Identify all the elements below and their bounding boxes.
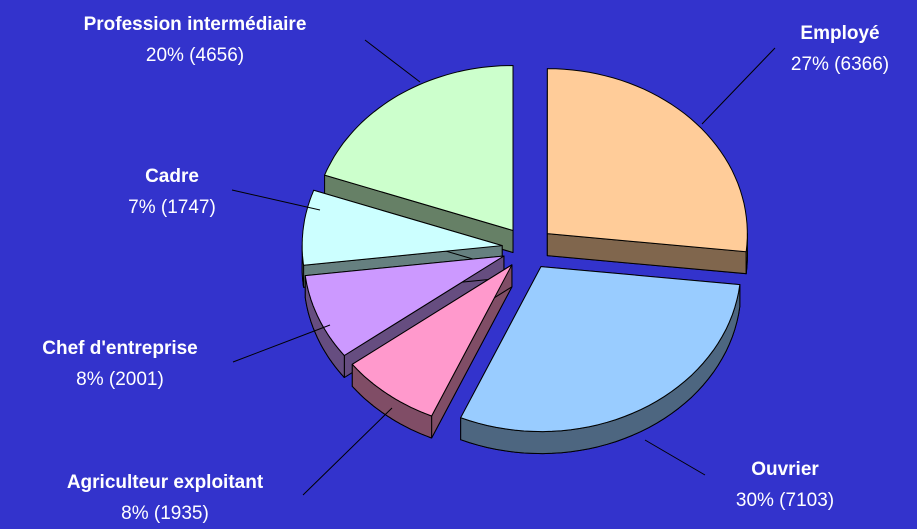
leader-line bbox=[231, 189, 321, 211]
slice bbox=[460, 266, 741, 433]
slice-name: Chef d'entreprise bbox=[42, 338, 198, 359]
slice bbox=[546, 68, 748, 253]
slice-value-label: 27% (6366) bbox=[791, 54, 889, 75]
slice-name: Employé bbox=[800, 23, 879, 44]
slice-value-label: 20% (4656) bbox=[146, 45, 244, 66]
leader-line bbox=[302, 407, 393, 496]
slice-name: Ouvrier bbox=[751, 459, 819, 480]
leader-line bbox=[701, 47, 776, 125]
slice-value-label: 8% (1935) bbox=[121, 503, 209, 524]
slice-name: Cadre bbox=[145, 166, 199, 187]
slice-name: Agriculteur exploitant bbox=[67, 472, 264, 493]
slice-value-label: 30% (7103) bbox=[736, 490, 834, 511]
slice bbox=[301, 189, 503, 266]
slice-value-label: 7% (1747) bbox=[128, 197, 216, 218]
slice bbox=[304, 255, 505, 356]
labels: Employé 27% (6366) Ouvrier 30% (7103) Agricu… bbox=[42, 14, 889, 524]
slice-value-label: 8% (2001) bbox=[76, 369, 164, 390]
leader-line bbox=[364, 39, 421, 83]
slice bbox=[324, 65, 514, 231]
leader-line bbox=[644, 439, 706, 476]
leader-line bbox=[232, 324, 331, 363]
pie bbox=[301, 64, 748, 455]
slice bbox=[351, 264, 513, 417]
slice-name: Profession intermédiaire bbox=[84, 14, 307, 35]
